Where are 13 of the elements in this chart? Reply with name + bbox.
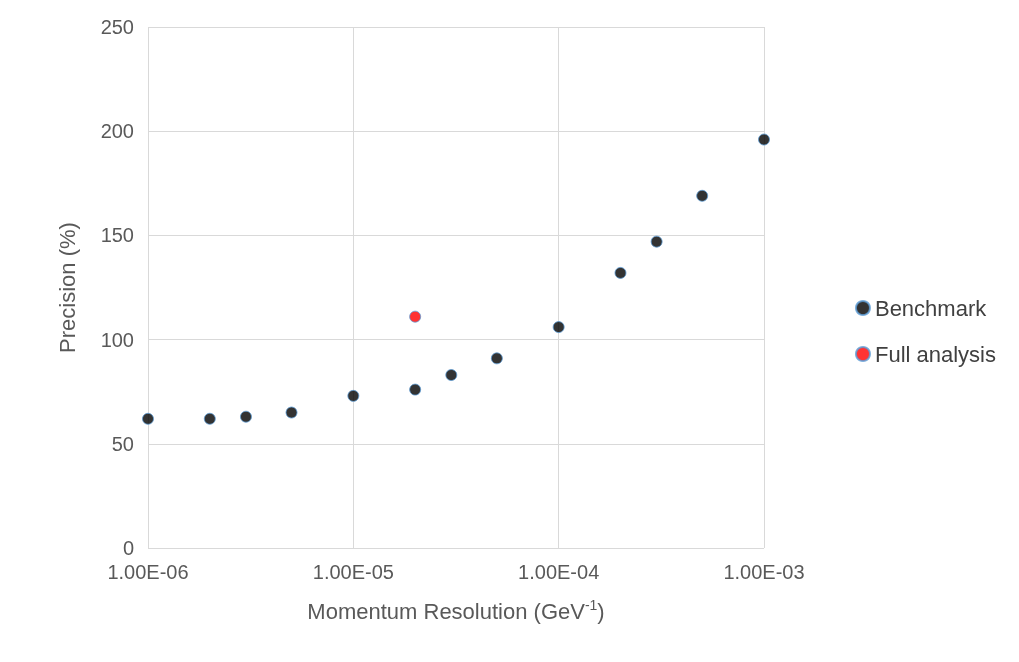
y-tick-label: 200 <box>100 120 134 143</box>
y-axis-title: Precision (%) <box>54 222 80 353</box>
x-tick-label: 1.00E-03 <box>723 561 805 583</box>
legend-label: Full analysis <box>874 341 996 367</box>
y-tick-label: 100 <box>100 328 134 351</box>
x-tick-label: 1.00E-05 <box>312 561 394 583</box>
y-tick-label: 0 <box>122 537 134 559</box>
legend-label: Benchmark <box>874 295 988 321</box>
x-tick-label: 1.00E-04 <box>518 561 600 583</box>
y-tick-label: 150 <box>100 224 134 247</box>
y-tick-label: 250 <box>100 16 134 38</box>
y-tick-label: 50 <box>111 432 134 455</box>
x-tick-label: 1.00E-06 <box>107 561 189 583</box>
